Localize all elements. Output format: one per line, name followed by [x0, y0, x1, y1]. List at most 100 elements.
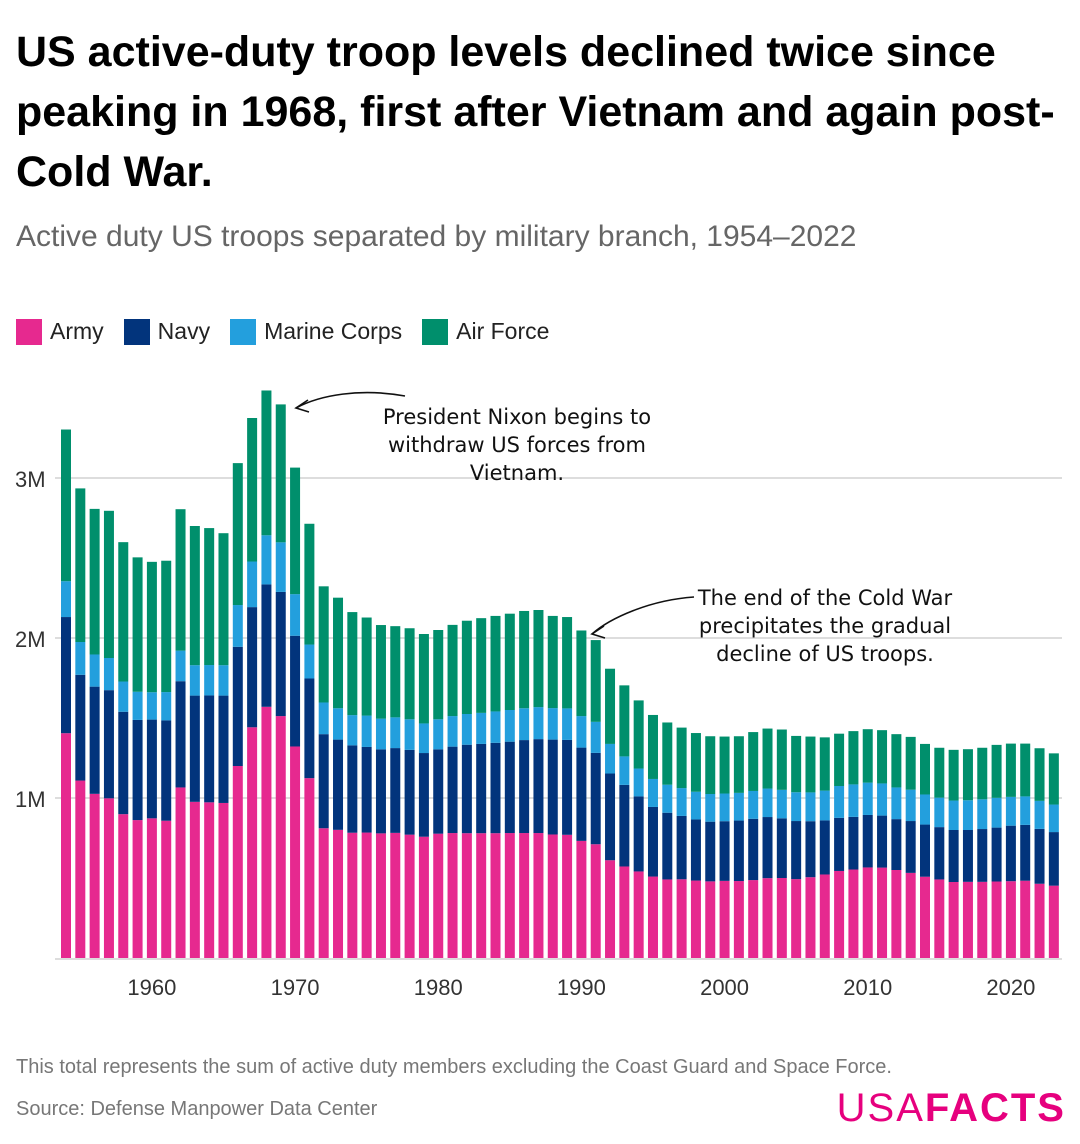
bar-navy — [318, 734, 329, 829]
arrowhead-icon — [294, 399, 310, 413]
chart-title: US active-duty troop levels declined twi… — [16, 28, 1055, 196]
bar-marine-corps — [834, 786, 845, 818]
bar-navy — [834, 817, 845, 871]
annotation-text: Vietnam. — [470, 461, 564, 485]
bar-navy — [61, 617, 71, 734]
bar-air-force — [748, 732, 759, 791]
annotation-arrow — [591, 596, 695, 635]
bar-navy — [633, 796, 644, 872]
bar-army — [748, 880, 759, 958]
bar-navy — [333, 739, 344, 830]
bar-navy — [920, 824, 930, 877]
bar-marine-corps — [920, 794, 930, 825]
bar-air-force — [719, 736, 730, 794]
annotation-text: The end of the Cold War — [697, 586, 953, 610]
bar-navy — [1020, 824, 1031, 881]
bar-air-force — [891, 734, 902, 788]
bar-marine-corps — [61, 581, 71, 618]
bar-air-force — [118, 542, 129, 682]
legend-item-army: Army — [16, 318, 104, 345]
logo-part1: USA — [836, 1086, 925, 1130]
bar-marine-corps — [547, 708, 558, 740]
bar-air-force — [476, 618, 487, 713]
bar-air-force — [361, 617, 372, 716]
bar-air-force — [762, 728, 773, 789]
bar-air-force — [318, 586, 329, 703]
bar-navy — [504, 741, 515, 834]
legend-label: Army — [50, 318, 104, 344]
bar-air-force — [633, 700, 644, 769]
bar-army — [619, 866, 630, 958]
bar-army — [590, 844, 601, 958]
bar-marine-corps — [805, 792, 816, 822]
bar-navy — [590, 752, 601, 845]
bar-army — [375, 833, 386, 958]
bar-air-force — [304, 523, 315, 645]
bar-navy — [304, 678, 315, 779]
bar-navy — [490, 742, 501, 834]
bar-navy — [218, 695, 229, 803]
bar-army — [204, 802, 215, 958]
bar-marine-corps — [776, 789, 787, 819]
bar-army — [805, 877, 816, 958]
bar-air-force — [862, 729, 873, 783]
bar-air-force — [819, 737, 830, 791]
bar-marine-corps — [877, 783, 888, 816]
bar-marine-corps — [633, 768, 644, 797]
bar-marine-corps — [590, 721, 601, 753]
bar-navy — [132, 719, 143, 821]
bar-marine-corps — [103, 658, 114, 691]
bar-navy — [161, 720, 172, 821]
bar-navy — [605, 773, 616, 861]
bar-navy — [418, 753, 429, 837]
bar-marine-corps — [247, 561, 258, 608]
bar-air-force — [461, 620, 472, 714]
bar-army — [647, 876, 658, 958]
bar-air-force — [1020, 743, 1031, 797]
bar-marine-corps — [533, 707, 544, 740]
bar-marine-corps — [333, 708, 344, 740]
bar-army — [261, 706, 272, 958]
bar-marine-corps — [562, 708, 573, 740]
bar-air-force — [690, 733, 701, 792]
bar-air-force — [1034, 748, 1045, 801]
bar-army — [848, 869, 859, 958]
bar-air-force — [834, 733, 845, 786]
bar-navy — [204, 695, 215, 803]
bar-army — [89, 793, 100, 958]
bar-army — [247, 727, 258, 958]
bar-navy — [247, 607, 258, 728]
bar-air-force — [390, 626, 401, 718]
bar-army — [562, 834, 573, 958]
bar-air-force — [590, 640, 601, 722]
bar-navy — [103, 690, 114, 799]
bar-marine-corps — [189, 665, 200, 696]
bar-marine-corps — [819, 790, 830, 821]
bar-air-force — [161, 560, 172, 693]
legend: Army Navy Marine Corps Air Force — [16, 318, 549, 345]
y-tick-label: 1M — [15, 787, 46, 812]
bar-marine-corps — [719, 793, 730, 822]
bar-navy — [476, 743, 487, 834]
bar-air-force — [705, 736, 716, 794]
bar-navy — [791, 821, 802, 880]
bar-air-force — [247, 418, 258, 562]
bar-air-force — [920, 743, 930, 795]
bar-marine-corps — [290, 594, 301, 636]
bar-army — [862, 867, 873, 958]
bar-marine-corps — [476, 712, 487, 744]
bar-navy — [275, 591, 286, 717]
bar-navy — [361, 746, 372, 833]
bar-air-force — [676, 727, 687, 789]
bar-marine-corps — [705, 794, 716, 822]
bar-army — [75, 780, 86, 958]
bar-navy — [146, 719, 157, 819]
bar-navy — [905, 821, 916, 873]
bar-navy — [232, 646, 243, 766]
x-tick-label: 1990 — [557, 975, 606, 1000]
bar-army — [146, 818, 157, 958]
legend-item-marine-corps: Marine Corps — [230, 318, 402, 345]
logo-part2: FACTS — [924, 1086, 1066, 1130]
bar-army — [891, 870, 902, 958]
